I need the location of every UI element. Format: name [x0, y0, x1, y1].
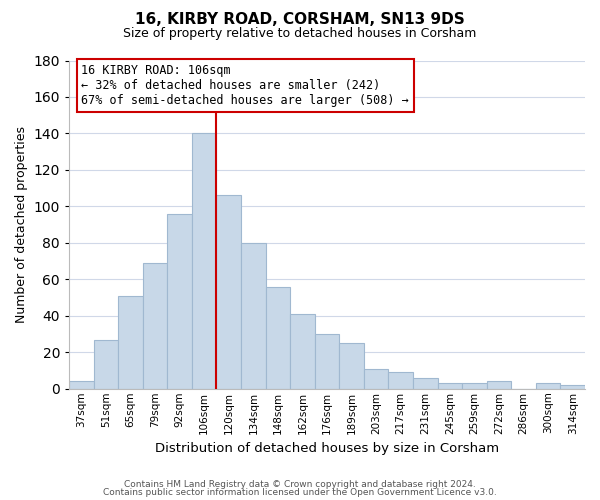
Bar: [413, 378, 437, 389]
Bar: [167, 214, 192, 389]
Bar: [340, 343, 364, 389]
Bar: [560, 385, 585, 389]
Bar: [487, 382, 511, 389]
Bar: [290, 314, 315, 389]
Text: Size of property relative to detached houses in Corsham: Size of property relative to detached ho…: [124, 28, 476, 40]
Bar: [217, 196, 241, 389]
Bar: [437, 384, 462, 389]
Bar: [94, 340, 118, 389]
Text: 16 KIRBY ROAD: 106sqm
← 32% of detached houses are smaller (242)
67% of semi-det: 16 KIRBY ROAD: 106sqm ← 32% of detached …: [82, 64, 409, 107]
X-axis label: Distribution of detached houses by size in Corsham: Distribution of detached houses by size …: [155, 442, 499, 455]
Bar: [315, 334, 340, 389]
Bar: [69, 382, 94, 389]
Text: Contains public sector information licensed under the Open Government Licence v3: Contains public sector information licen…: [103, 488, 497, 497]
Text: Contains HM Land Registry data © Crown copyright and database right 2024.: Contains HM Land Registry data © Crown c…: [124, 480, 476, 489]
Bar: [192, 134, 217, 389]
Bar: [388, 372, 413, 389]
Y-axis label: Number of detached properties: Number of detached properties: [15, 126, 28, 323]
Bar: [462, 384, 487, 389]
Bar: [364, 368, 388, 389]
Bar: [241, 243, 266, 389]
Bar: [118, 296, 143, 389]
Bar: [143, 263, 167, 389]
Text: 16, KIRBY ROAD, CORSHAM, SN13 9DS: 16, KIRBY ROAD, CORSHAM, SN13 9DS: [135, 12, 465, 28]
Bar: [536, 384, 560, 389]
Bar: [266, 286, 290, 389]
